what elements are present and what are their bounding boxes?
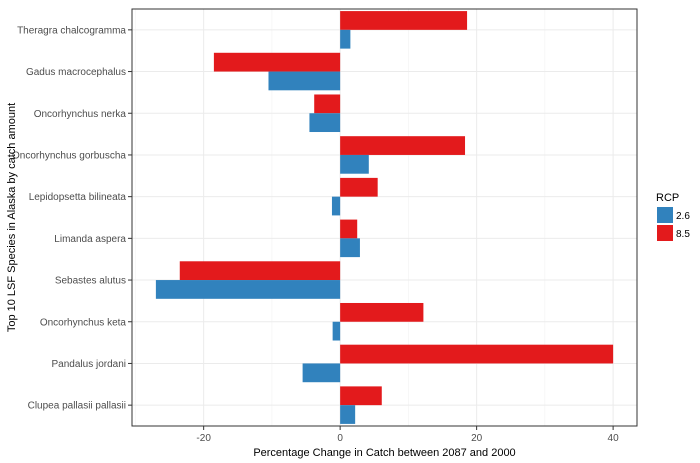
bar-2-6 xyxy=(268,71,341,91)
bar-8-5 xyxy=(213,52,341,72)
y-tick-label: Oncorhynchus gorbuscha xyxy=(12,150,126,161)
bar-8-5 xyxy=(340,219,358,239)
y-tick-label: Clupea pallasii pallasii xyxy=(28,401,126,412)
y-tick-label: Theragra chalcogramma xyxy=(17,25,126,36)
y-tick-label: Lepidopsetta bilineata xyxy=(29,192,127,203)
x-tick-label: 20 xyxy=(471,433,483,444)
y-tick-label: Sebastes alutus xyxy=(55,276,126,287)
bar-2-6 xyxy=(155,280,341,299)
x-axis-title: Percentage Change in Catch between 2087 … xyxy=(253,447,515,459)
bar-8-5 xyxy=(340,136,466,155)
bar-8-5 xyxy=(314,94,341,114)
bar-2-6 xyxy=(302,363,341,383)
y-tick-label: Pandalus jordani xyxy=(52,359,127,370)
bar-2-6 xyxy=(340,405,356,424)
y-tick-label: Gadus macrocephalus xyxy=(26,67,126,78)
bar-8-5 xyxy=(340,344,614,364)
plot-panel-border xyxy=(131,8,638,427)
legend-label: 8.5 xyxy=(676,229,690,240)
bar-2-6 xyxy=(309,113,341,133)
bar-2-6 xyxy=(340,238,360,258)
bar-8-5 xyxy=(340,386,382,406)
legend-key-2-6 xyxy=(657,207,673,223)
legend: RCP 2.6 8.5 xyxy=(656,192,690,241)
bars xyxy=(155,11,614,424)
bar-8-5 xyxy=(340,11,468,30)
axes: -20 0 20 40 Theragra chalcogramma Gadus macro… xyxy=(12,25,619,444)
legend-key-8-5 xyxy=(657,225,673,241)
y-tick-label: Limanda aspera xyxy=(54,234,126,245)
bar-2-6 xyxy=(332,321,341,341)
bar-8-5 xyxy=(179,261,341,281)
x-tick-label: -20 xyxy=(196,433,211,444)
bar-8-5 xyxy=(340,177,378,197)
x-tick-label: 40 xyxy=(608,433,620,444)
y-axis-title: Top 10 LSF Species in Alaska by catch am… xyxy=(6,103,18,332)
x-tick-label: 0 xyxy=(337,433,343,444)
y-tick-label: Oncorhynchus keta xyxy=(40,317,127,328)
bar-2-6 xyxy=(331,196,341,216)
legend-title: RCP xyxy=(656,192,679,204)
bar-2-6 xyxy=(340,154,369,174)
legend-label: 2.6 xyxy=(676,211,690,222)
y-tick-label: Oncorhynchus nerka xyxy=(34,109,127,120)
bar-2-6 xyxy=(340,29,351,49)
bar-8-5 xyxy=(340,302,424,322)
